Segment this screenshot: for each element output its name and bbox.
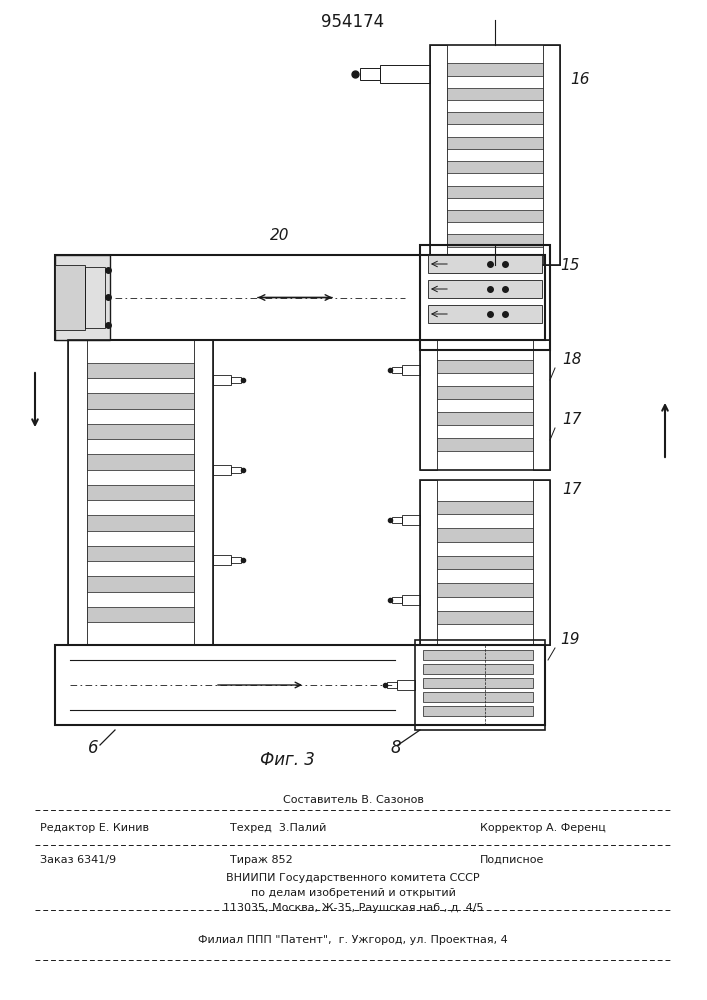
Bar xyxy=(87,546,194,561)
Bar xyxy=(437,501,533,514)
Bar xyxy=(55,265,85,330)
Text: 20: 20 xyxy=(270,228,289,242)
Bar xyxy=(87,363,194,378)
Bar xyxy=(533,480,550,645)
Bar xyxy=(420,340,437,470)
Bar xyxy=(437,611,533,624)
Bar xyxy=(543,45,560,265)
Bar xyxy=(428,305,542,323)
Bar xyxy=(87,576,194,592)
Bar xyxy=(437,412,533,424)
Text: 6: 6 xyxy=(88,739,98,757)
Bar xyxy=(423,692,533,702)
Bar xyxy=(447,161,543,173)
Bar xyxy=(437,360,533,372)
Bar xyxy=(447,88,543,100)
Bar xyxy=(68,340,213,645)
Text: Филиал ППП "Патент",  г. Ужгород, ул. Проектная, 4: Филиал ППП "Патент", г. Ужгород, ул. Про… xyxy=(198,935,508,945)
Bar xyxy=(231,377,241,383)
Bar xyxy=(380,65,430,83)
Bar xyxy=(423,678,533,688)
Bar xyxy=(87,607,194,622)
Text: Тираж 852: Тираж 852 xyxy=(230,855,293,865)
Bar xyxy=(428,280,542,298)
Text: Подписное: Подписное xyxy=(480,855,544,865)
Bar xyxy=(387,682,397,688)
Bar xyxy=(437,583,533,597)
Text: 17: 17 xyxy=(562,483,581,497)
Text: 19: 19 xyxy=(560,633,580,648)
Bar xyxy=(194,340,213,645)
Bar xyxy=(437,556,533,569)
Bar xyxy=(68,340,87,645)
Text: 15: 15 xyxy=(560,257,580,272)
Bar xyxy=(447,234,543,247)
Text: 8: 8 xyxy=(390,739,401,757)
Bar xyxy=(447,137,543,149)
Bar xyxy=(87,515,194,531)
Bar xyxy=(87,393,194,409)
Bar xyxy=(437,385,533,398)
Bar xyxy=(447,112,543,124)
Bar xyxy=(423,706,533,716)
Bar xyxy=(392,597,402,603)
Bar xyxy=(430,45,447,265)
Bar xyxy=(85,267,105,328)
Bar xyxy=(87,485,194,500)
Bar xyxy=(533,340,550,470)
Text: Техред  3.Палий: Техред 3.Палий xyxy=(230,823,327,833)
Bar xyxy=(392,517,402,523)
Bar xyxy=(402,595,420,605)
Text: 18: 18 xyxy=(562,353,581,367)
Bar xyxy=(437,438,533,450)
Bar xyxy=(430,45,560,265)
Text: Редактор Е. Кинив: Редактор Е. Кинив xyxy=(40,823,149,833)
Bar xyxy=(213,465,231,475)
Text: 16: 16 xyxy=(570,73,590,88)
Bar xyxy=(231,467,241,473)
Bar xyxy=(402,365,420,375)
Text: ВНИИПИ Государственного комитета СССР: ВНИИПИ Государственного комитета СССР xyxy=(226,873,480,883)
Bar xyxy=(55,255,110,340)
Text: Корректор А. Ференц: Корректор А. Ференц xyxy=(480,823,606,833)
Bar xyxy=(55,645,545,725)
Bar xyxy=(360,68,380,80)
Bar xyxy=(437,528,533,542)
Bar xyxy=(397,680,415,690)
Text: Составитель В. Сазонов: Составитель В. Сазонов xyxy=(283,795,423,805)
Bar xyxy=(423,664,533,674)
Bar xyxy=(55,255,545,340)
Bar xyxy=(213,555,231,565)
Text: Заказ 6341/9: Заказ 6341/9 xyxy=(40,855,116,865)
Bar xyxy=(428,255,542,273)
Bar xyxy=(420,480,437,645)
Bar xyxy=(420,245,550,350)
Text: Фиг. 3: Фиг. 3 xyxy=(260,751,315,769)
Bar xyxy=(447,186,543,198)
Text: по делам изобретений и открытий: по делам изобретений и открытий xyxy=(250,888,455,898)
Bar xyxy=(415,640,545,730)
Bar xyxy=(402,515,420,525)
Bar xyxy=(87,424,194,439)
Bar xyxy=(423,650,533,660)
Bar xyxy=(231,557,241,563)
Bar xyxy=(213,375,231,385)
Text: 17: 17 xyxy=(562,412,581,428)
Bar xyxy=(447,210,543,222)
Text: 113035, Москва, Ж-35, Раушская наб., д. 4/5: 113035, Москва, Ж-35, Раушская наб., д. … xyxy=(223,903,484,913)
Bar xyxy=(392,367,402,373)
Bar xyxy=(87,454,194,470)
Bar xyxy=(447,63,543,76)
Text: 954174: 954174 xyxy=(322,13,385,31)
Bar xyxy=(420,480,550,645)
Bar xyxy=(420,340,550,470)
